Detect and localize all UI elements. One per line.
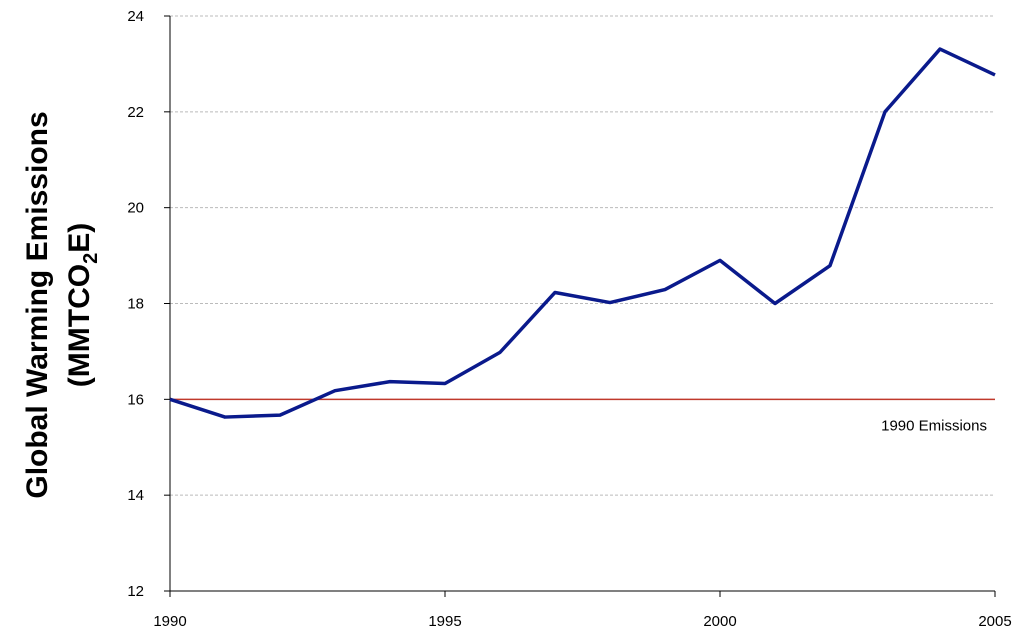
y-tick-label: 22 [127, 104, 144, 121]
y-tick-label: 16 [127, 391, 144, 408]
y-axis-title-line2: (MMTCO2E) [63, 223, 102, 387]
x-tick-label: 2000 [703, 613, 736, 630]
reference-label: 1990 Emissions [881, 417, 987, 434]
x-tick-label: 1990 [153, 613, 186, 630]
y-tick-label: 12 [127, 583, 144, 600]
y-title-part: E) [63, 223, 96, 253]
y-tick-label: 20 [127, 200, 144, 217]
y-title-subscript: 2 [80, 253, 102, 264]
y-tick-label: 14 [127, 487, 144, 504]
x-tick-label: 2005 [978, 613, 1011, 630]
y-title-part: (MMTCO [63, 264, 96, 387]
y-tick-label: 18 [127, 296, 144, 313]
data-line [169, 47, 996, 419]
y-tick-label: 24 [127, 8, 144, 25]
x-tick-label: 1995 [428, 613, 461, 630]
y-axis-title-line1: Global Warming Emissions [21, 111, 54, 498]
y-axis-title: Global Warming Emissions (MMTCO2E) [21, 111, 102, 498]
